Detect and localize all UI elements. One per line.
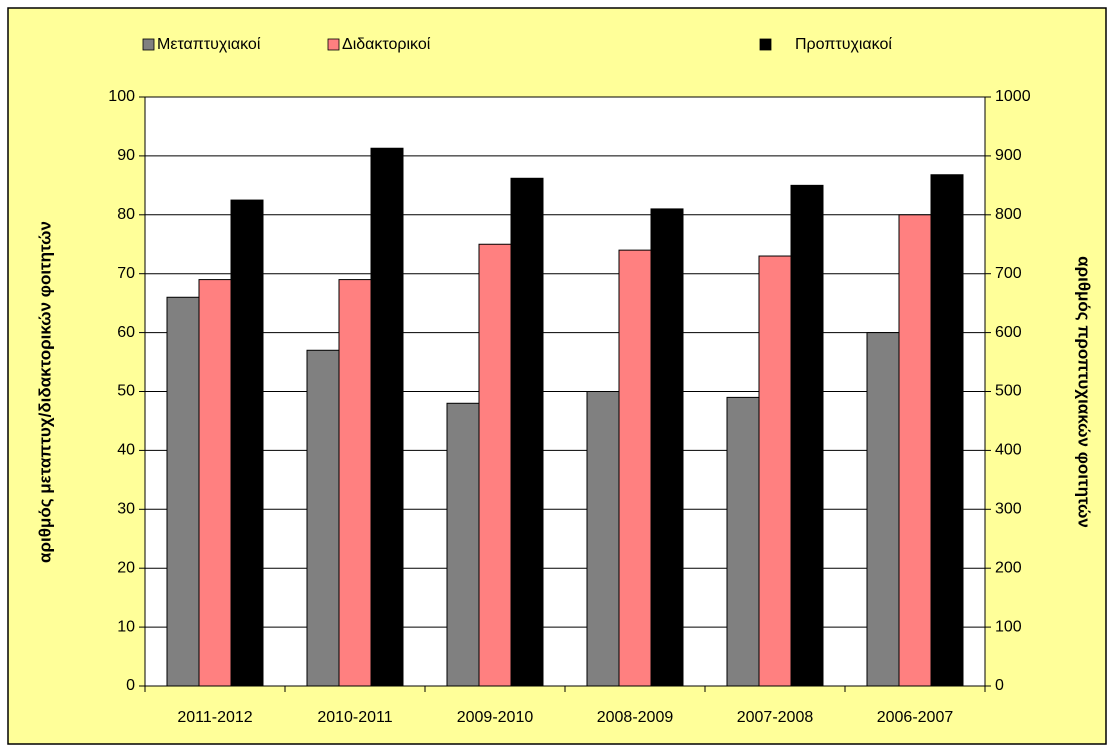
- bar: [478, 243, 512, 687]
- bar: [650, 208, 684, 687]
- y2-tick-label: 1000: [995, 88, 1031, 105]
- y-tick-label: 20: [117, 559, 135, 576]
- bar: [758, 255, 792, 687]
- bar: [586, 391, 620, 687]
- y2-tick-label: 500: [995, 383, 1022, 400]
- bar: [726, 396, 760, 687]
- y2-tick-label: 300: [995, 501, 1022, 518]
- y2-tick-label: 400: [995, 442, 1022, 459]
- bar: [198, 279, 232, 687]
- y2-tick-label: 200: [995, 559, 1022, 576]
- x-tick-label: 2010-2011: [317, 709, 392, 726]
- y-tick-label: 90: [117, 147, 135, 164]
- bar: [338, 279, 372, 687]
- y-tick-label: 50: [117, 383, 135, 400]
- legend-label: Προπτυχιακοί: [795, 36, 892, 53]
- y-axis-title: αριθμός μεταπτυχ/διδακτορικών φοιτητών: [35, 221, 54, 563]
- legend-swatch: [142, 38, 155, 51]
- y-tick-label: 30: [117, 501, 135, 518]
- y2-tick-label: 900: [995, 147, 1022, 164]
- bar: [866, 332, 900, 687]
- bar: [230, 199, 264, 687]
- bar: [370, 147, 404, 687]
- x-tick-label: 2006-2007: [877, 709, 954, 726]
- bar: [510, 177, 544, 687]
- legend-swatch: [327, 38, 340, 51]
- x-tick-label: 2007-2008: [737, 709, 814, 726]
- y2-tick-label: 0: [995, 677, 1004, 694]
- y2-tick-label: 700: [995, 265, 1022, 282]
- bar: [306, 349, 340, 687]
- y-tick-label: 60: [117, 324, 135, 341]
- y2-axis-title: αριθμός προπτυχιακών φοιτητών: [1075, 256, 1094, 528]
- x-tick-label: 2009-2010: [457, 709, 534, 726]
- bar: [898, 214, 932, 687]
- x-tick-label: 2008-2009: [597, 709, 674, 726]
- x-tick-label: 2011-2012: [177, 709, 252, 726]
- bar: [446, 402, 480, 687]
- legend-swatch: [759, 38, 772, 51]
- y2-tick-label: 100: [995, 618, 1022, 635]
- bar: [790, 184, 824, 687]
- bar: [166, 296, 200, 687]
- y-tick-label: 70: [117, 265, 135, 282]
- y-tick-label: 0: [126, 677, 135, 694]
- y2-tick-label: 800: [995, 206, 1022, 223]
- legend-label: Διδακτορικοί: [342, 36, 431, 53]
- y-tick-label: 80: [117, 206, 135, 223]
- y-tick-label: 100: [108, 88, 135, 105]
- bar: [930, 174, 964, 687]
- y-tick-label: 40: [117, 442, 135, 459]
- bar: [618, 249, 652, 687]
- y-tick-label: 10: [117, 618, 135, 635]
- legend-label: Μεταπτυχιακοί: [157, 36, 261, 53]
- y2-tick-label: 600: [995, 324, 1022, 341]
